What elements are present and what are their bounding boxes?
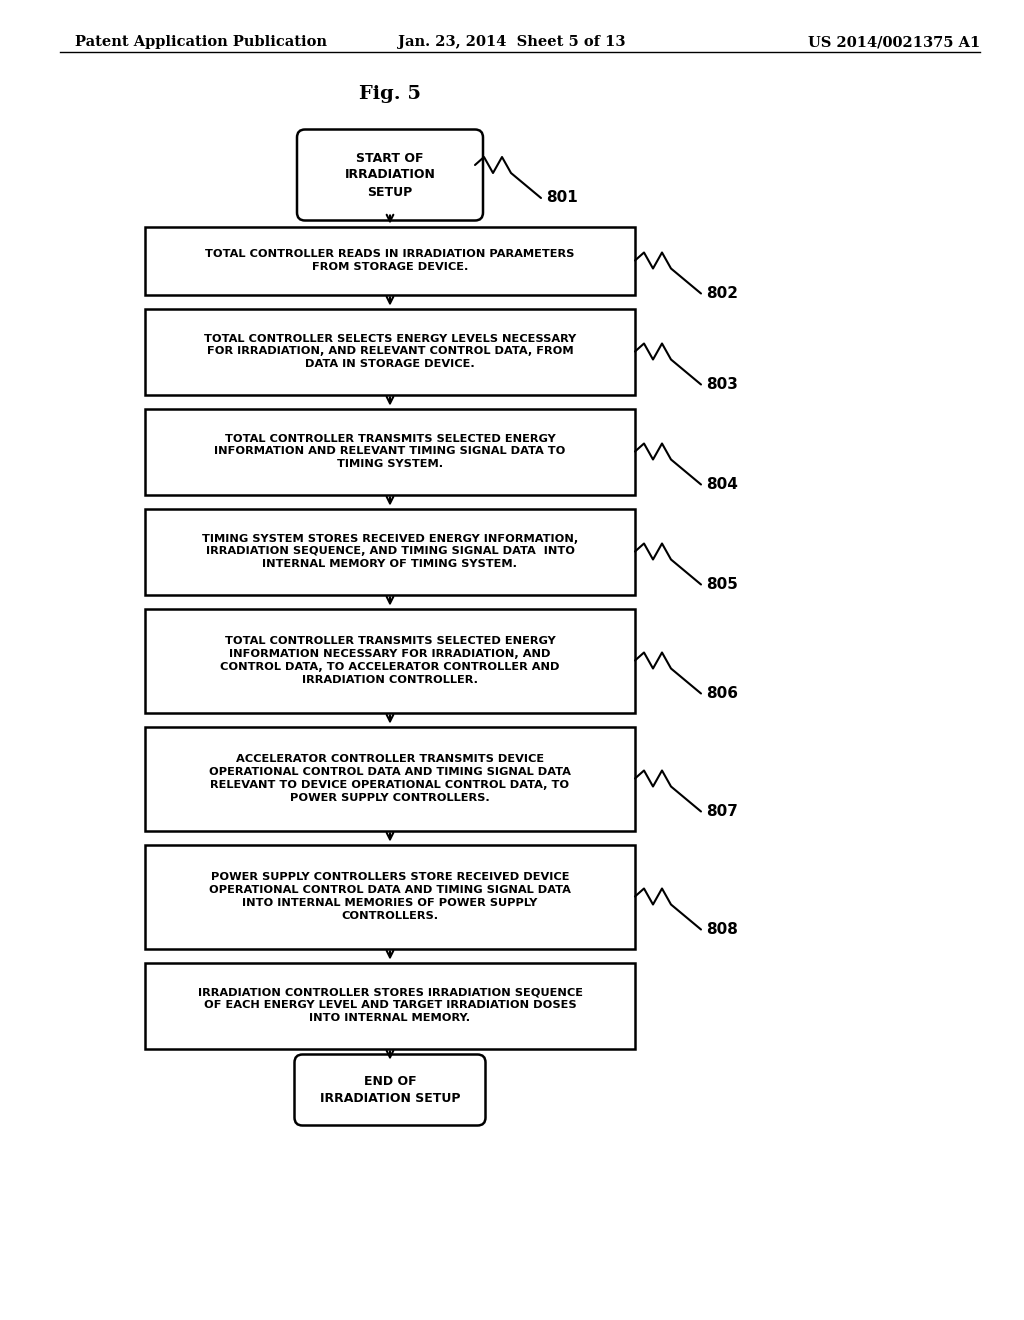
Text: 804: 804: [706, 477, 738, 492]
Text: TOTAL CONTROLLER SELECTS ENERGY LEVELS NECESSARY
FOR IRRADIATION, AND RELEVANT C: TOTAL CONTROLLER SELECTS ENERGY LEVELS N…: [204, 334, 577, 370]
Text: Patent Application Publication: Patent Application Publication: [75, 36, 327, 49]
Bar: [145, 408, 635, 495]
Text: POWER SUPPLY CONTROLLERS STORE RECEIVED DEVICE
OPERATIONAL CONTROL DATA AND TIMI: POWER SUPPLY CONTROLLERS STORE RECEIVED …: [209, 873, 571, 921]
FancyBboxPatch shape: [295, 1055, 485, 1126]
Text: 803: 803: [706, 378, 738, 392]
Text: US 2014/0021375 A1: US 2014/0021375 A1: [808, 36, 980, 49]
Text: END OF
IRRADIATION SETUP: END OF IRRADIATION SETUP: [319, 1074, 460, 1105]
Text: 806: 806: [706, 686, 738, 701]
Bar: [145, 726, 635, 830]
Text: IRRADIATION CONTROLLER STORES IRRADIATION SEQUENCE
OF EACH ENERGY LEVEL AND TARG: IRRADIATION CONTROLLER STORES IRRADIATIO…: [198, 987, 583, 1023]
Bar: [145, 962, 635, 1048]
Text: ACCELERATOR CONTROLLER TRANSMITS DEVICE
OPERATIONAL CONTROL DATA AND TIMING SIGN: ACCELERATOR CONTROLLER TRANSMITS DEVICE …: [209, 754, 571, 803]
Text: 807: 807: [706, 804, 738, 818]
Text: TIMING SYSTEM STORES RECEIVED ENERGY INFORMATION,
IRRADIATION SEQUENCE, AND TIMI: TIMING SYSTEM STORES RECEIVED ENERGY INF…: [202, 533, 579, 569]
Text: 802: 802: [706, 286, 738, 301]
Bar: [145, 508, 635, 594]
Text: Fig. 5: Fig. 5: [359, 84, 421, 103]
Bar: [145, 609, 635, 713]
Text: 805: 805: [706, 577, 738, 591]
FancyBboxPatch shape: [297, 129, 483, 220]
Text: Jan. 23, 2014  Sheet 5 of 13: Jan. 23, 2014 Sheet 5 of 13: [398, 36, 626, 49]
Text: TOTAL CONTROLLER TRANSMITS SELECTED ENERGY
INFORMATION NECESSARY FOR IRRADIATION: TOTAL CONTROLLER TRANSMITS SELECTED ENER…: [220, 636, 560, 685]
Text: TOTAL CONTROLLER READS IN IRRADIATION PARAMETERS
FROM STORAGE DEVICE.: TOTAL CONTROLLER READS IN IRRADIATION PA…: [206, 249, 574, 272]
Bar: [145, 227, 635, 294]
Text: START OF
IRRADIATION
SETUP: START OF IRRADIATION SETUP: [344, 152, 435, 198]
Text: 808: 808: [706, 921, 738, 937]
Bar: [145, 309, 635, 395]
Bar: [145, 845, 635, 949]
Text: TOTAL CONTROLLER TRANSMITS SELECTED ENERGY
INFORMATION AND RELEVANT TIMING SIGNA: TOTAL CONTROLLER TRANSMITS SELECTED ENER…: [214, 434, 565, 470]
Text: 801: 801: [546, 190, 578, 206]
